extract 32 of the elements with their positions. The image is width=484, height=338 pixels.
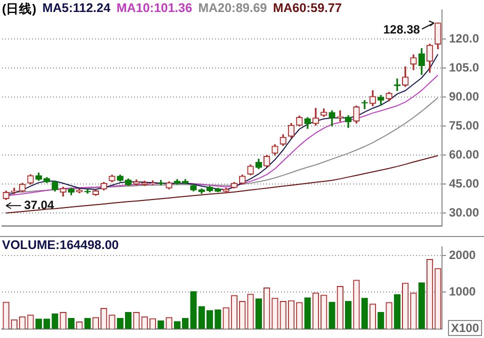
bar <box>328 302 336 329</box>
y-axis-title: X100 <box>448 320 482 336</box>
y-tick-label: 2000 <box>449 248 476 262</box>
annotation: 37.04 <box>24 198 54 212</box>
bar <box>378 312 384 329</box>
bar <box>190 291 197 329</box>
y-tick-label: 75.00 <box>449 118 480 133</box>
y-tick-label: 45.00 <box>449 176 480 191</box>
bar <box>206 310 214 329</box>
bar <box>344 301 352 329</box>
y-tick-label: 60.00 <box>449 148 480 162</box>
bar <box>52 313 58 329</box>
bar <box>394 294 401 329</box>
text: MA20:89.69 <box>198 1 267 17</box>
y-tick-label: 30.00 <box>449 206 480 220</box>
y-tick-label: 90.00 <box>449 90 480 104</box>
text: MA5:112.24 <box>42 1 110 17</box>
bar <box>198 306 205 329</box>
annotation: 128.38 <box>383 22 420 36</box>
bar <box>124 312 132 329</box>
bar <box>255 298 262 329</box>
bar <box>214 309 222 329</box>
chart-title: (日线) <box>2 1 36 18</box>
bar <box>361 298 368 329</box>
text: MA60:59.77 <box>272 1 342 17</box>
y-tick-label: 105.0 <box>449 60 480 75</box>
y-tick-label: 1000 <box>449 284 476 299</box>
bar <box>418 282 425 329</box>
y-tick-label: 120.0 <box>449 32 480 46</box>
text: MA10:101.36 <box>116 1 192 17</box>
chart-title: VOLUME:164498.00 <box>2 238 119 252</box>
bar <box>304 297 311 329</box>
